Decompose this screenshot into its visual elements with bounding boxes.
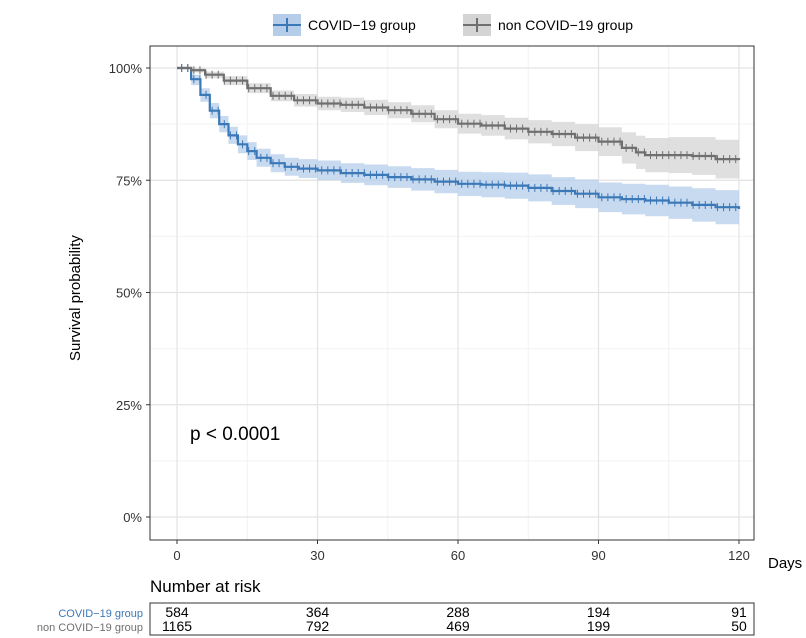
x-tick-label: 0 bbox=[173, 548, 180, 563]
risk-value: 194 bbox=[587, 604, 611, 620]
risk-table-border bbox=[149, 602, 755, 636]
risk-value: 288 bbox=[446, 604, 470, 620]
survival-curve-covid bbox=[177, 66, 741, 209]
x-tick-label: 120 bbox=[728, 548, 750, 563]
risk-value: 50 bbox=[731, 618, 747, 634]
x-tick-label: 30 bbox=[310, 548, 324, 563]
censor-marks bbox=[181, 64, 737, 212]
risk-value: 364 bbox=[306, 604, 330, 620]
confidence-band-covid bbox=[177, 68, 739, 227]
risk-table: COVID−19 group 584 364 288 194 91 non COVID−19… bbox=[37, 604, 747, 634]
survival-curves bbox=[177, 66, 741, 209]
y-tick-label: 100% bbox=[109, 61, 143, 76]
risk-value: 1165 bbox=[162, 618, 192, 634]
y-tick-label: 25% bbox=[116, 398, 142, 413]
x-axis-title: Days bbox=[768, 555, 802, 572]
legend-key-non-covid bbox=[463, 14, 491, 36]
y-tick-label: 75% bbox=[116, 173, 142, 188]
legend-label-non-covid: non COVID−19 group bbox=[498, 17, 633, 33]
legend-key-covid bbox=[273, 14, 301, 36]
legend-label-covid: COVID−19 group bbox=[308, 17, 416, 33]
y-tick-label: 0% bbox=[123, 510, 142, 525]
risk-value: 91 bbox=[731, 604, 747, 620]
risk-value: 199 bbox=[587, 618, 611, 634]
survival-curve-non-covid bbox=[177, 66, 741, 161]
risk-row-label: COVID−19 group bbox=[58, 608, 143, 620]
legend: COVID−19 group non COVID−19 group bbox=[273, 14, 633, 36]
p-value-annotation: p < 0.0001 bbox=[190, 424, 280, 445]
risk-table-title: Number at risk bbox=[150, 577, 261, 596]
risk-value: 584 bbox=[165, 604, 189, 620]
y-axis-title: Survival probability bbox=[67, 235, 84, 361]
x-tick-label: 60 bbox=[451, 548, 465, 563]
risk-row-label: non COVID−19 group bbox=[37, 622, 143, 634]
risk-value: 469 bbox=[446, 618, 470, 634]
grid bbox=[150, 46, 754, 540]
risk-value: 792 bbox=[306, 618, 330, 634]
axis-ticks: 0% 25% 50% 75% 100% 0 30 60 90 120 bbox=[109, 61, 750, 563]
y-tick-label: 50% bbox=[116, 286, 142, 301]
x-tick-label: 90 bbox=[591, 548, 605, 563]
